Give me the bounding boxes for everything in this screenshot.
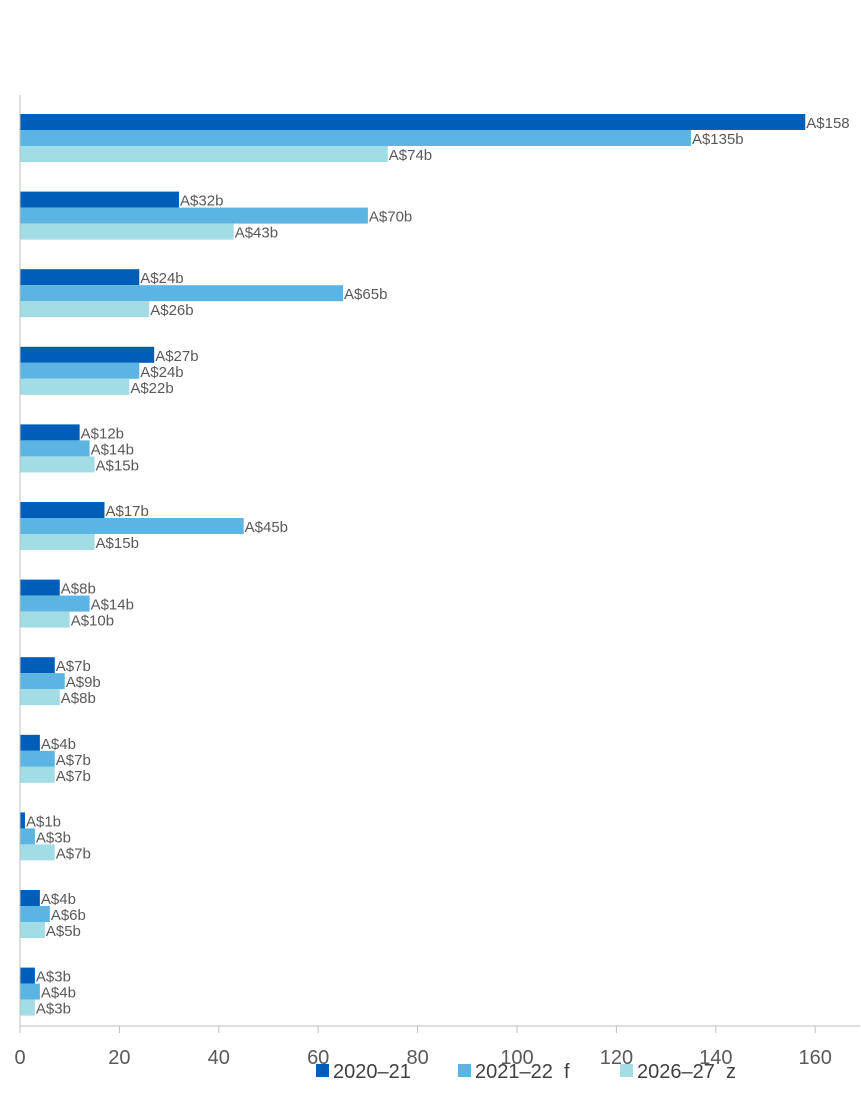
bar-value-label: A$10b — [71, 613, 114, 630]
bar-value-label: A$24b — [140, 364, 183, 381]
bar-value-label: A$4b — [41, 985, 76, 1002]
bar-s1-g12 — [20, 967, 35, 984]
bar-value-label: A$7b — [56, 768, 91, 785]
bar-value-label: A$7b — [56, 658, 91, 675]
bar-s1-g1 — [20, 114, 806, 130]
bar-s3-g6 — [20, 534, 95, 550]
bar-s2-g8 — [20, 673, 65, 690]
bar-value-label: A$27b — [155, 348, 198, 365]
x-tick-label: 20 — [108, 1047, 130, 1069]
x-tick-label: 0 — [14, 1047, 25, 1069]
bar-value-label: A$8b — [61, 690, 96, 707]
bar-s3-g7 — [20, 611, 70, 628]
bar-value-label: A$7b — [56, 752, 91, 769]
bar-s2-g7 — [20, 595, 90, 612]
bars-layer — [20, 114, 806, 1016]
x-tick-label: 140 — [699, 1047, 732, 1069]
bar-value-label: A$3b — [36, 969, 71, 986]
bar-labels-layer: A$158A$32bA$24bA$27bA$12bA$17bA$8bA$7bA$… — [26, 115, 850, 1018]
bar-value-label: A$70b — [369, 209, 412, 226]
bar-s2-g3 — [20, 285, 344, 302]
bar-value-label: A$32b — [180, 193, 223, 210]
bar-value-label: A$26b — [150, 302, 193, 319]
bar-s1-g3 — [20, 269, 140, 286]
bar-s3-g9 — [20, 766, 55, 783]
bar-s2-g10 — [20, 828, 35, 845]
bar-value-label: A$3b — [36, 829, 71, 846]
bar-s1-g11 — [20, 890, 40, 906]
legend-label-1: 2020–21 — [333, 1061, 411, 1083]
bar-s3-g2 — [20, 223, 234, 240]
bar-value-label: A$7b — [56, 845, 91, 862]
x-tick-label: 160 — [799, 1047, 832, 1069]
bar-value-label: A$6b — [51, 907, 86, 924]
bar-value-label: A$45b — [245, 519, 288, 536]
x-tick-label: 60 — [307, 1047, 329, 1069]
bar-s1-g6 — [20, 502, 105, 518]
bar-value-label: A$14b — [91, 441, 134, 458]
legend-swatch-3 — [620, 1064, 633, 1077]
bar-s1-g10 — [20, 812, 25, 829]
bar-value-label: A$74b — [389, 147, 432, 164]
x-tick-label: 100 — [500, 1047, 533, 1069]
bar-s2-g1 — [20, 130, 691, 146]
bar-value-label: A$3b — [36, 1001, 71, 1018]
bar-value-label: A$8b — [61, 581, 96, 598]
bar-s3-g5 — [20, 456, 95, 473]
bar-value-label: A$22b — [130, 380, 173, 397]
bar-s2-g11 — [20, 906, 50, 922]
bar-s2-g9 — [20, 750, 55, 767]
bar-value-label: A$15b — [96, 535, 139, 552]
bar-s3-g10 — [20, 844, 55, 861]
x-axis-ticks: 0 20 40 60 80 100 120 140 160 — [14, 1026, 832, 1069]
bar-s2-g6 — [20, 518, 244, 534]
bar-value-label: A$43b — [235, 225, 278, 242]
bar-s1-g9 — [20, 734, 40, 751]
bar-s3-g8 — [20, 689, 60, 706]
bar-s3-g1 — [20, 146, 388, 162]
x-tick-label: 40 — [208, 1047, 230, 1069]
bar-value-label: A$24b — [140, 270, 183, 287]
bar-value-label: A$12b — [81, 425, 124, 442]
bar-s3-g12 — [20, 999, 35, 1016]
bar-s2-g2 — [20, 207, 368, 224]
bar-s3-g3 — [20, 301, 150, 318]
legend-label-3: 2026–27 z — [637, 1061, 736, 1083]
bar-s1-g7 — [20, 579, 60, 596]
bar-s1-g2 — [20, 191, 180, 208]
x-tick-label: 80 — [406, 1047, 428, 1069]
bar-value-label: A$135b — [692, 131, 744, 148]
bar-s1-g8 — [20, 657, 55, 674]
legend-label-2: 2021–22 f — [475, 1061, 570, 1083]
bar-s2-g4 — [20, 362, 140, 379]
bar-s1-g5 — [20, 424, 80, 441]
legend: 2020–21 2021–22 f 2026–27 z — [316, 1061, 736, 1083]
legend-swatch-1 — [316, 1064, 329, 1077]
bar-value-label: A$4b — [41, 891, 76, 908]
bar-value-label: A$1b — [26, 813, 61, 830]
bar-value-label: A$4b — [41, 736, 76, 753]
bar-value-label: A$158 — [806, 115, 849, 132]
legend-swatch-2 — [458, 1064, 471, 1077]
bar-s1-g4 — [20, 346, 155, 363]
bar-value-label: A$15b — [96, 457, 139, 474]
x-tick-label: 120 — [600, 1047, 633, 1069]
bar-value-label: A$65b — [344, 286, 387, 303]
bar-value-label: A$17b — [105, 503, 148, 520]
bar-s2-g5 — [20, 440, 90, 457]
bar-s3-g4 — [20, 378, 130, 395]
bar-value-label: A$14b — [91, 597, 134, 614]
bar-s3-g11 — [20, 922, 45, 938]
bar-s2-g12 — [20, 983, 40, 1000]
bar-value-label: A$9b — [66, 674, 101, 691]
bar-value-label: A$5b — [46, 923, 81, 940]
